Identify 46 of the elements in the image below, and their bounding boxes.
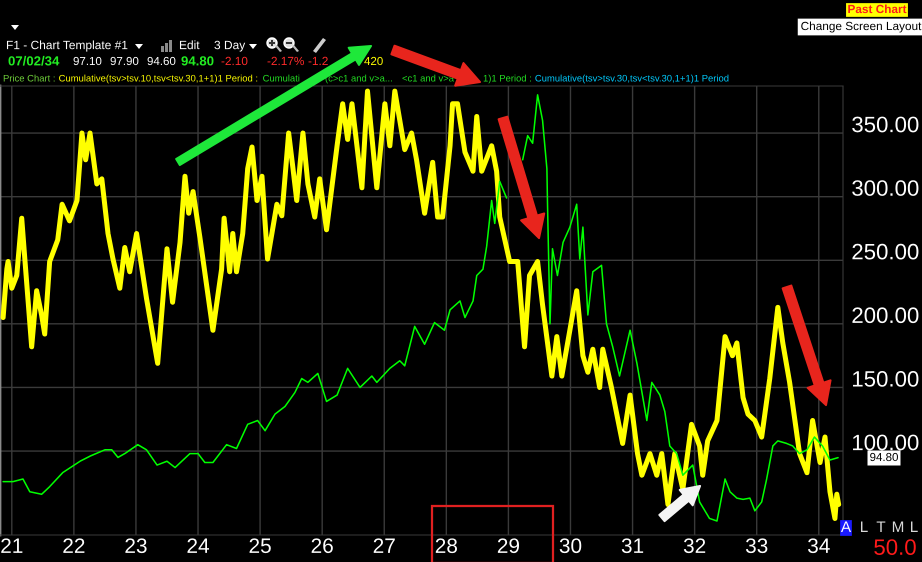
text: L [861, 521, 868, 532]
text: 1)1 Period : [484, 74, 531, 84]
text: Price Chart : [4, 74, 55, 82]
y-tick-label: 100.00 [853, 434, 918, 450]
x-tick-label: 26 [312, 538, 333, 554]
x-tick-label: 31 [622, 538, 644, 554]
text: 3 Day [214, 40, 246, 52]
x-tick-label: 22 [63, 538, 84, 553]
text: 07/02/34 [8, 56, 60, 66]
text: -2.10 [222, 56, 248, 66]
text: Past Chart [848, 4, 906, 14]
y-tick-label: 300.00 [852, 180, 918, 196]
text: -2.17% [268, 56, 304, 66]
text: Cumulative(tsv>tsv.10,tsv<tsv.30,1+1)1 Period : [59, 74, 258, 84]
text: 420 [364, 56, 383, 66]
text: M [892, 521, 904, 532]
x-tick-label: 30 [560, 538, 582, 554]
y-tick-label: 250.00 [852, 244, 918, 260]
text: F1 - Chart Template #1 [6, 40, 128, 52]
text: 94.80 [181, 56, 214, 66]
text: Cumulati [263, 74, 300, 82]
text: 94.80 [870, 452, 898, 462]
text: 94.60 [148, 56, 176, 66]
text: Change Screen Layout [801, 22, 922, 32]
annotation: A [840, 521, 852, 532]
text: T [876, 521, 886, 532]
text: 97.90 [110, 56, 138, 66]
text: L [911, 521, 918, 532]
text: Edit [180, 40, 200, 50]
x-tick-label: 24 [187, 538, 209, 553]
x-tick-label: 23 [125, 538, 147, 554]
text: -1.2 [308, 56, 328, 66]
x-tick-label: 21 [1, 538, 22, 553]
x-tick-label: 27 [374, 538, 395, 553]
y-tick-label: 200.00 [852, 307, 918, 324]
text: 97.10 [74, 56, 102, 66]
text: Cumulative(tsv>tsv.30,tsv<tsv.30,1+1)1 Period [535, 74, 728, 84]
x-tick-label: 25 [250, 538, 271, 554]
x-tick-label: 34 [808, 538, 830, 554]
x-tick-label: 32 [684, 538, 706, 554]
y-tick-label: 350.00 [852, 116, 918, 132]
x-tick-label: 33 [746, 538, 768, 554]
x-tick-label: 29 [498, 538, 520, 554]
text: 50.0 [874, 539, 916, 555]
x-tick-label: 28 [436, 538, 458, 554]
y-tick-label: 150.00 [853, 370, 918, 387]
